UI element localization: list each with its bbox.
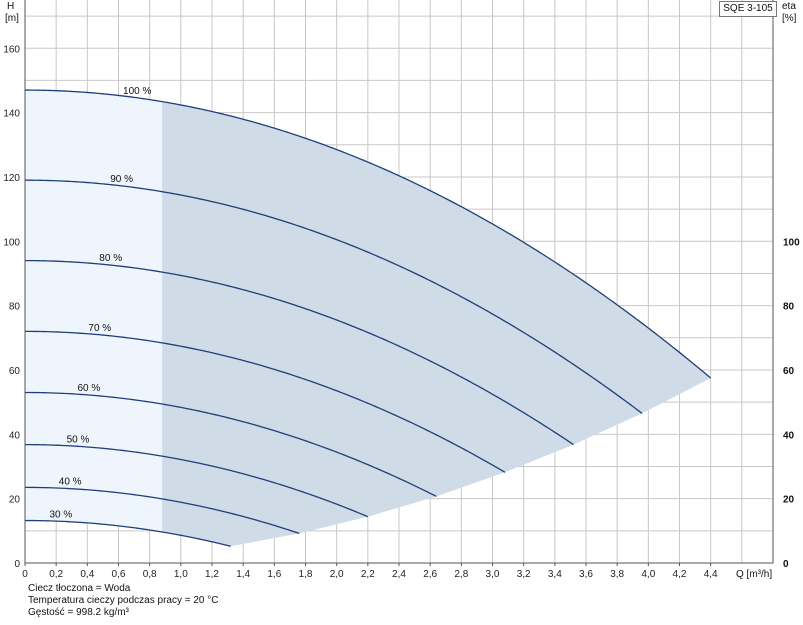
curve-60	[24, 391, 437, 497]
curve-30	[24, 519, 231, 547]
y-tick-label-left: 0	[14, 559, 20, 570]
x-axis-label: Q [m³/h]	[736, 569, 772, 580]
curve-label: 60 %	[77, 383, 100, 394]
x-tick-label: 1,4	[236, 569, 250, 580]
x-tick-label: 0,8	[143, 569, 157, 580]
x-tick-label: 3,2	[517, 569, 531, 580]
y-tick-label-right: 80	[783, 302, 795, 313]
y-tick-label-right: 0	[783, 559, 789, 570]
note-fluid: Ciecz tłoczona = Woda	[28, 583, 131, 594]
x-tick-label: 3,0	[486, 569, 500, 580]
curve-80	[24, 259, 574, 446]
y-tick-labels-left: 0 20 40 60 80 100 120 140 160	[3, 44, 20, 570]
x-tick-label: 4,4	[704, 569, 718, 580]
curve-label: 50 %	[67, 434, 90, 445]
y-tick-label-left: 40	[9, 430, 21, 441]
note-density: Gęstość = 998.2 kg/m³	[28, 607, 129, 618]
x-tick-label: 0	[22, 569, 28, 580]
speed-curves	[24, 89, 712, 547]
curve-100	[24, 89, 712, 379]
x-tick-label: 2,0	[330, 569, 344, 580]
curve-90	[24, 179, 643, 414]
y-axis-right-label-eta: eta	[782, 1, 796, 12]
x-tick-label: 4,2	[673, 569, 687, 580]
y-tick-labels-right: 0 20 40 60 80 100	[783, 237, 800, 570]
x-tick-label: 0,2	[49, 569, 63, 580]
y-tick-label-left: 140	[3, 109, 20, 120]
x-tick-label: 0,6	[112, 569, 126, 580]
x-tick-label: 4,0	[641, 569, 655, 580]
region-dark	[162, 101, 711, 547]
curve-label: 100 %	[123, 86, 151, 97]
curve-label: 90 %	[110, 174, 133, 185]
note-temperature: Temperatura cieczy podczas pracy = 20 °C	[28, 595, 219, 606]
x-tick-label: 2,8	[454, 569, 468, 580]
y-tick-label-left: 160	[3, 44, 20, 55]
x-tick-label: 2,2	[361, 569, 375, 580]
y-tick-label-right: 60	[783, 366, 795, 377]
y-tick-label-right: 40	[783, 430, 795, 441]
x-tick-label: 2,6	[423, 569, 437, 580]
y-tick-label-right: 100	[783, 237, 800, 248]
x-tick-label: 3,8	[610, 569, 624, 580]
y-tick-label-left: 80	[9, 302, 21, 313]
curve-40	[24, 486, 300, 535]
y-axis-left-label-h: H	[7, 1, 14, 12]
x-tick-label: 1,8	[299, 569, 313, 580]
y-axis-left-label-unit: [m]	[5, 13, 19, 24]
y-tick-label-left: 20	[9, 495, 21, 506]
x-tick-label: 1,0	[174, 569, 188, 580]
x-tick-label: 3,4	[548, 569, 562, 580]
x-tick-label: 2,4	[392, 569, 406, 580]
y-tick-label-left: 120	[3, 173, 20, 184]
x-tick-labels: 0 0,2 0,4 0,6 0,8 1,0 1,2 1,4 1,6 1,8 2,0 2,2 2,4 2,6…	[22, 563, 718, 580]
y-tick-label-left: 100	[3, 237, 20, 248]
curve-label: 40 %	[59, 477, 82, 488]
curve-70	[24, 330, 506, 473]
curve-label: 80 %	[99, 253, 122, 264]
x-tick-label: 3,6	[579, 569, 593, 580]
y-tick-label-left: 60	[9, 366, 21, 377]
curve-label: 30 %	[49, 509, 72, 520]
curve-50	[24, 443, 369, 518]
x-tick-label: 1,2	[205, 569, 219, 580]
y-axis-right-label-unit: [%]	[782, 13, 797, 24]
model-label: SQE 3-105	[719, 1, 777, 17]
y-tick-label-right: 20	[783, 495, 795, 506]
x-tick-label: 1,6	[267, 569, 281, 580]
curve-labels: 100 % 90 % 80 % 70 % 60 % 50 % 40 % 30 %	[49, 86, 151, 521]
curve-label: 70 %	[88, 323, 111, 334]
fluid-notes: Ciecz tłoczona = Woda Temperatura cieczy…	[28, 583, 218, 619]
x-tick-label: 0,4	[80, 569, 94, 580]
